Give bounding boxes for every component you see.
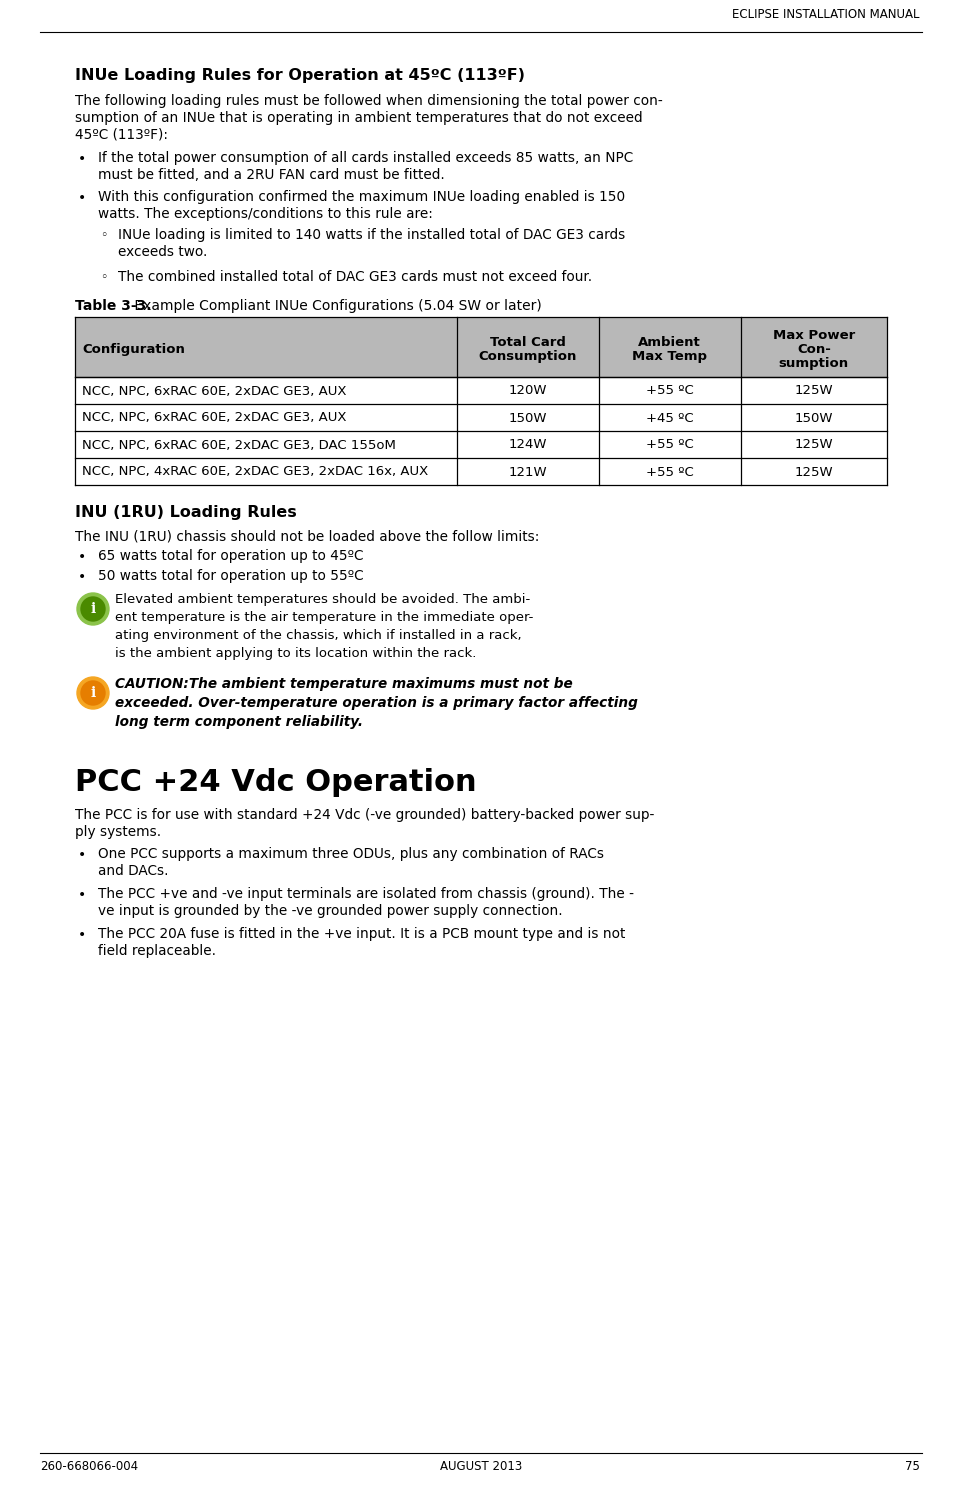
Text: NCC, NPC, 4xRAC 60E, 2xDAC GE3, 2xDAC 16x, AUX: NCC, NPC, 4xRAC 60E, 2xDAC GE3, 2xDAC 16… [82,465,428,478]
Text: 45ºC (113ºF):: 45ºC (113ºF): [75,128,168,142]
Text: Table 3-3.: Table 3-3. [75,299,151,313]
Text: Total Card: Total Card [489,337,565,349]
Text: 124W: 124W [508,438,547,451]
Text: is the ambient applying to its location within the rack.: is the ambient applying to its location … [115,647,476,660]
Text: ply systems.: ply systems. [75,825,160,839]
Text: i: i [90,685,95,700]
Text: NCC, NPC, 6xRAC 60E, 2xDAC GE3, AUX: NCC, NPC, 6xRAC 60E, 2xDAC GE3, AUX [82,411,346,425]
Text: INU (1RU) Loading Rules: INU (1RU) Loading Rules [75,505,296,520]
Text: Max Power: Max Power [772,329,854,343]
Text: ECLIPSE INSTALLATION MANUAL: ECLIPSE INSTALLATION MANUAL [731,7,919,21]
Text: +55 ºC: +55 ºC [645,438,693,451]
Text: The PCC is for use with standard +24 Vdc (-ve grounded) battery-backed power sup: The PCC is for use with standard +24 Vdc… [75,808,653,822]
Text: The following loading rules must be followed when dimensioning the total power c: The following loading rules must be foll… [75,94,662,107]
Text: •: • [78,888,86,901]
Text: Ambient: Ambient [638,337,701,349]
Text: exceeded. Over-temperature operation is a primary factor affecting: exceeded. Over-temperature operation is … [115,696,637,711]
Text: 65 watts total for operation up to 45ºC: 65 watts total for operation up to 45ºC [98,548,363,563]
Text: AUGUST 2013: AUGUST 2013 [439,1460,522,1474]
Text: 121W: 121W [507,465,547,478]
Text: exceeds two.: exceeds two. [118,244,208,259]
Text: INUe loading is limited to 140 watts if the installed total of DAC GE3 cards: INUe loading is limited to 140 watts if … [118,228,625,241]
Text: sumption of an INUe that is operating in ambient temperatures that do not exceed: sumption of an INUe that is operating in… [75,110,642,125]
Text: ating environment of the chassis, which if installed in a rack,: ating environment of the chassis, which … [115,629,521,642]
Text: Consumption: Consumption [478,350,577,364]
Text: field replaceable.: field replaceable. [98,945,216,958]
Text: sumption: sumption [778,358,849,370]
Text: +45 ºC: +45 ºC [645,411,693,425]
Text: must be fitted, and a 2RU FAN card must be fitted.: must be fitted, and a 2RU FAN card must … [98,168,444,182]
Text: i: i [90,602,95,615]
Text: Configuration: Configuration [82,343,185,356]
Text: ◦: ◦ [100,271,108,285]
Text: •: • [78,550,86,565]
Circle shape [81,597,105,621]
Text: •: • [78,152,86,165]
Text: ent temperature is the air temperature in the immediate oper-: ent temperature is the air temperature i… [115,611,532,624]
Text: ve input is grounded by the -ve grounded power supply connection.: ve input is grounded by the -ve grounded… [98,904,562,918]
Text: 125W: 125W [794,465,832,478]
Text: INUe Loading Rules for Operation at 45ºC (113ºF): INUe Loading Rules for Operation at 45ºC… [75,69,525,83]
Text: Con-: Con- [796,343,830,356]
Text: The combined installed total of DAC GE3 cards must not exceed four.: The combined installed total of DAC GE3 … [118,270,592,285]
Text: 150W: 150W [508,411,547,425]
Text: If the total power consumption of all cards installed exceeds 85 watts, an NPC: If the total power consumption of all ca… [98,150,632,165]
Text: and DACs.: and DACs. [98,864,168,878]
Text: Max Temp: Max Temp [631,350,706,364]
Circle shape [81,681,105,705]
Text: One PCC supports a maximum three ODUs, plus any combination of RACs: One PCC supports a maximum three ODUs, p… [98,846,604,861]
Text: +55 ºC: +55 ºC [645,465,693,478]
Text: PCC +24 Vdc Operation: PCC +24 Vdc Operation [75,767,476,797]
Text: long term component reliability.: long term component reliability. [115,715,362,729]
Text: ◦: ◦ [100,229,108,241]
Text: 120W: 120W [508,384,547,398]
Text: 260-668066-004: 260-668066-004 [40,1460,138,1474]
Text: 75: 75 [904,1460,919,1474]
Text: Example Compliant INUe Configurations (5.04 SW or later): Example Compliant INUe Configurations (5… [130,299,541,313]
Text: NCC, NPC, 6xRAC 60E, 2xDAC GE3, AUX: NCC, NPC, 6xRAC 60E, 2xDAC GE3, AUX [82,384,346,398]
Text: 125W: 125W [794,384,832,398]
Text: •: • [78,848,86,863]
Text: 125W: 125W [794,438,832,451]
Text: 50 watts total for operation up to 55ºC: 50 watts total for operation up to 55ºC [98,569,363,583]
Circle shape [77,593,109,624]
Text: The PCC +ve and -ve input terminals are isolated from chassis (ground). The -: The PCC +ve and -ve input terminals are … [98,887,633,901]
Text: The INU (1RU) chassis should not be loaded above the follow limits:: The INU (1RU) chassis should not be load… [75,529,539,542]
Text: The PCC 20A fuse is fitted in the +ve input. It is a PCB mount type and is not: The PCC 20A fuse is fitted in the +ve in… [98,927,625,942]
Text: watts. The exceptions/conditions to this rule are:: watts. The exceptions/conditions to this… [98,207,432,221]
Text: CAUTION:​The ambient temperature maximums must not be: CAUTION:​The ambient temperature maximum… [115,676,572,691]
Text: 150W: 150W [794,411,832,425]
Text: •: • [78,571,86,584]
Text: •: • [78,928,86,942]
Circle shape [77,676,109,709]
Text: •: • [78,191,86,206]
Text: With this configuration confirmed the maximum INUe loading enabled is 150: With this configuration confirmed the ma… [98,191,625,204]
Text: NCC, NPC, 6xRAC 60E, 2xDAC GE3, DAC 155oM: NCC, NPC, 6xRAC 60E, 2xDAC GE3, DAC 155o… [82,438,396,451]
Bar [75,317,886,377]
Text: Elevated ambient temperatures should be avoided. The ambi-: Elevated ambient temperatures should be … [115,593,530,606]
Text: +55 ºC: +55 ºC [645,384,693,398]
